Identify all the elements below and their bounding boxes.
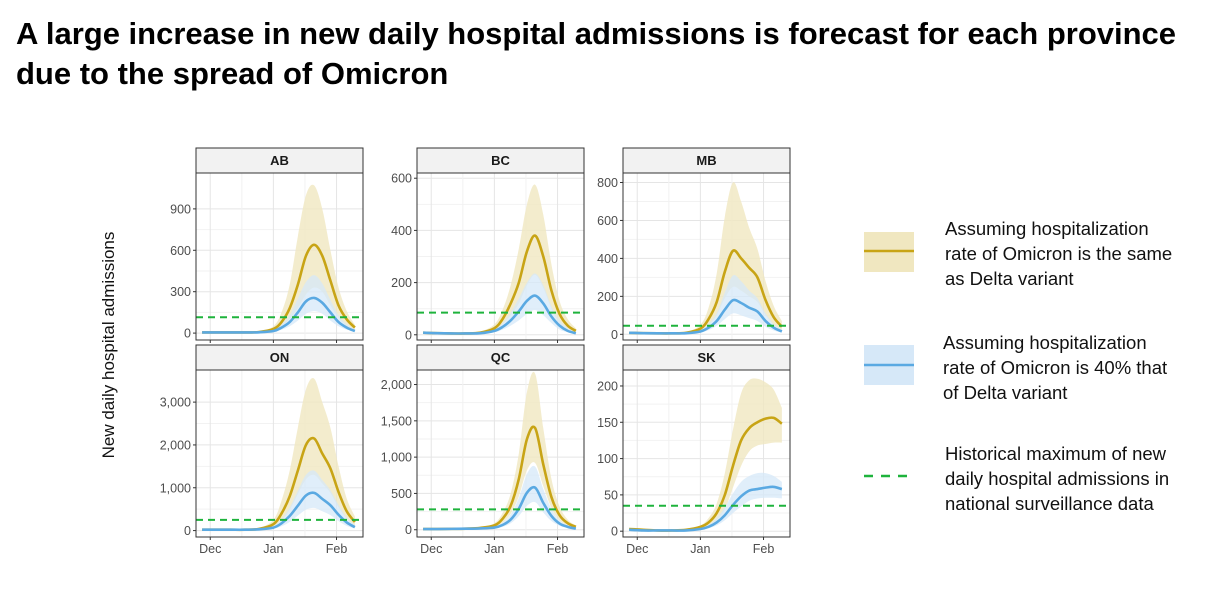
strip-header [622, 147, 791, 174]
band-forty-pct [423, 465, 576, 530]
y-tick-label: 500 [391, 487, 412, 501]
y-axis-label: New daily hospital admissions [99, 232, 118, 459]
strip-header [416, 147, 585, 174]
y-tick-label: 0 [611, 328, 618, 342]
band-forty-pct [423, 273, 576, 334]
legend-label-same-as-delta: Assuming hospitalization rate of Omicron… [945, 218, 1173, 289]
strip-header [622, 344, 791, 371]
y-tick-label: 3,000 [160, 396, 191, 410]
x-tick-label: Jan [263, 542, 283, 556]
y-tick-label: 600 [391, 172, 412, 186]
x-tick-label: Dec [626, 542, 648, 556]
strip-label: BC [491, 153, 510, 168]
panel-qc: QC 0 500 1,000 1,500 2,000 Dec Jan Feb [381, 344, 585, 556]
y-tick-label: 2,000 [160, 438, 191, 452]
strip-header [195, 344, 364, 371]
line-forty-pct [423, 485, 577, 531]
y-tick-label: 1,500 [381, 414, 412, 428]
y-tick-label: 200 [391, 276, 412, 290]
strip-label: AB [270, 153, 289, 168]
band-same-as-delta [629, 378, 782, 531]
line-forty-pct [629, 298, 783, 335]
band-forty-pct [202, 275, 355, 333]
band-forty-pct [629, 472, 782, 531]
panel-border [622, 172, 791, 341]
line-forty-pct [202, 491, 356, 532]
y-tick-label: 0 [184, 327, 191, 341]
y-tick-label: 0 [405, 328, 412, 342]
band-same-as-delta [629, 182, 782, 334]
y-tick-label: 200 [597, 379, 618, 393]
line-forty-pct [629, 485, 783, 532]
strip-header [416, 344, 585, 371]
y-tick-label: 800 [597, 176, 618, 190]
y-tick-label: 400 [597, 252, 618, 266]
y-tick-label: 1,000 [160, 481, 191, 495]
band-forty-pct [629, 275, 782, 334]
x-tick-label: Feb [326, 542, 348, 556]
band-same-as-delta [423, 371, 576, 530]
y-tick-label: 0 [611, 525, 618, 539]
page-title: A large increase in new daily hospital a… [16, 16, 1177, 91]
band-same-as-delta [202, 184, 355, 333]
y-tick-label: 600 [597, 214, 618, 228]
band-forty-pct [202, 470, 355, 530]
y-tick-label: 900 [170, 202, 191, 216]
y-tick-label: 50 [604, 488, 618, 502]
strip-label: MB [696, 153, 716, 168]
y-tick-label: 400 [391, 224, 412, 238]
y-tick-label: 1,000 [381, 451, 412, 465]
panel-border [622, 369, 791, 538]
y-tick-label: 300 [170, 285, 191, 299]
panel-border [195, 172, 364, 341]
y-tick-label: 2,000 [381, 378, 412, 392]
legend-label-forty-pct: Assuming hospitalization rate of Omicron… [943, 332, 1168, 403]
x-tick-label: Jan [484, 542, 504, 556]
y-tick-label: 600 [170, 244, 191, 258]
strip-label: QC [491, 350, 511, 365]
y-tick-label: 0 [184, 524, 191, 538]
panel-bc: BC 0 200 400 600 [391, 147, 585, 343]
line-forty-pct [423, 294, 577, 335]
panel-on: ON 0 1,000 2,000 3,000 Dec Jan Feb [160, 344, 364, 556]
band-same-as-delta [202, 378, 355, 530]
panel-ab: AB 0 300 600 900 [170, 147, 364, 343]
x-tick-label: Dec [199, 542, 221, 556]
y-tick-label: 0 [405, 523, 412, 537]
legend-label-historical-max: Historical maximum of new daily hospital… [945, 443, 1170, 514]
x-tick-label: Jan [690, 542, 710, 556]
y-tick-label: 100 [597, 452, 618, 466]
panel-mb: MB 0 200 400 600 800 [597, 147, 791, 343]
legend [864, 232, 914, 478]
band-same-as-delta [423, 184, 576, 334]
x-tick-label: Feb [547, 542, 569, 556]
strip-label: SK [697, 350, 716, 365]
y-tick-label: 150 [597, 416, 618, 430]
panel-border [416, 172, 585, 341]
panel-border [416, 369, 585, 538]
strip-label: ON [270, 350, 290, 365]
y-tick-label: 200 [597, 290, 618, 304]
x-tick-label: Feb [753, 542, 775, 556]
panel-sk: SK 0 50 100 150 200 Dec Jan Feb [597, 344, 791, 556]
x-tick-label: Dec [420, 542, 442, 556]
panel-border [195, 369, 364, 538]
